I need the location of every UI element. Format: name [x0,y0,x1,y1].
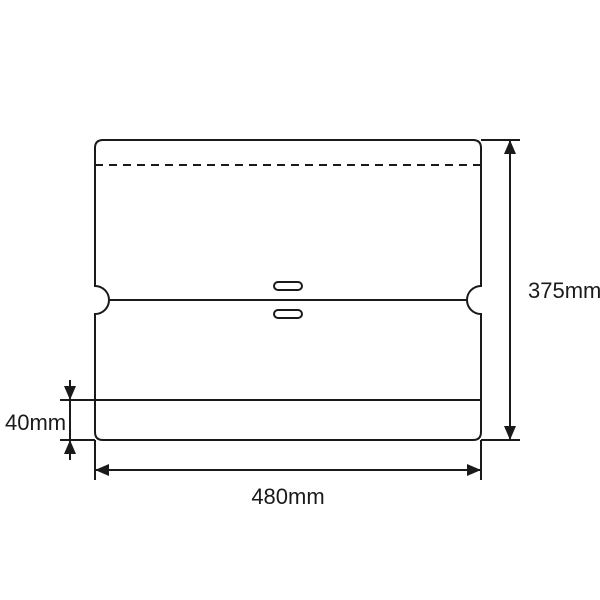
dimensioned-drawing: 480mm 375mm 40mm [0,0,600,600]
dim-height-label: 375mm [528,278,600,303]
handle-slot-bottom [274,310,302,318]
dim-strip-label: 40mm [5,410,66,435]
dim-width-label: 480mm [251,484,324,509]
handle-slot-top [274,282,302,290]
